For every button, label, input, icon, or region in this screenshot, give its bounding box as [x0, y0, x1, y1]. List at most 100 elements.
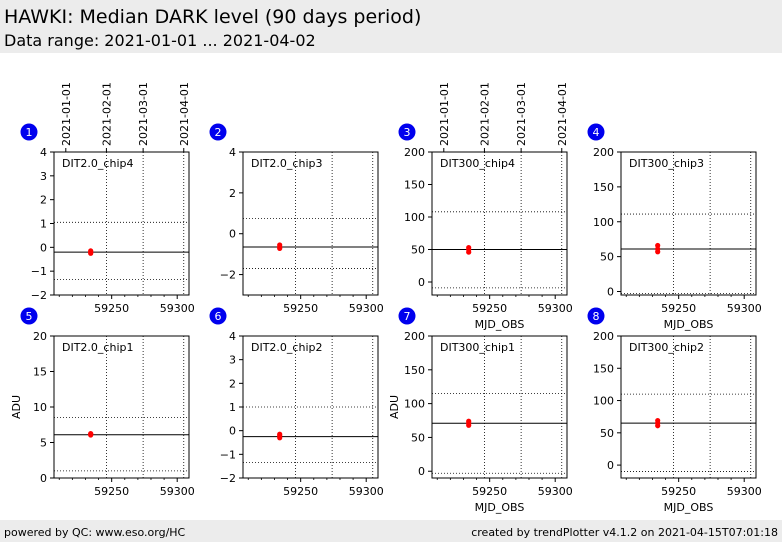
y-tick-label: 1: [229, 401, 236, 414]
page-title: HAWKI: Median DARK level (90 days period…: [4, 6, 422, 28]
footer-credit: powered by QC: www.eso.org/HC: [4, 526, 186, 539]
panel-number: 7: [404, 310, 411, 323]
panel-number-badge: [587, 123, 605, 141]
x-axis-label: MJD_OBS: [664, 501, 714, 514]
y-tick-label: 0: [40, 241, 47, 254]
date-tick-label: 2021-04-01: [556, 82, 569, 146]
y-tick-label: 50: [600, 427, 614, 440]
data-point: [466, 418, 472, 424]
y-tick-label: 0: [229, 425, 236, 438]
y-tick-label: −1: [220, 448, 236, 461]
header-band: HAWKI: Median DARK level (90 days period…: [0, 0, 782, 53]
y-tick-label: 4: [40, 146, 47, 159]
series-label: DIT300_chip4: [440, 157, 515, 170]
date-tick-label: 2021-04-01: [178, 82, 191, 146]
y-tick-label: 20: [33, 330, 47, 343]
date-tick-label: 2021-02-01: [478, 82, 491, 146]
y-tick-label: 150: [593, 181, 614, 194]
data-point: [466, 244, 472, 251]
subplot-3: 3 0 50 100 150 200 59250 59300 DIT300_chip4 MJD_O…: [398, 82, 573, 331]
panel-number-badge: [20, 307, 38, 325]
panel-number: 3: [404, 126, 411, 139]
x-axis-label: MJD_OBS: [475, 501, 525, 514]
subplot-8: 8 0 50 100 150 200 59250 59300 DIT300_chip2 MJD_O…: [587, 307, 762, 514]
y-tick-label: −2: [220, 269, 236, 282]
y-tick-label: 1: [40, 218, 47, 231]
y-axis-label: ADU: [10, 395, 23, 419]
y-tick-label: 100: [593, 216, 614, 229]
y-tick-label: 0: [40, 472, 47, 485]
y-tick-label: 200: [404, 146, 425, 159]
y-tick-label: 10: [33, 401, 47, 414]
plot-frame: [620, 151, 757, 296]
y-tick-label: 2: [229, 377, 236, 390]
y-tick-label: 50: [411, 244, 425, 257]
panel-number: 8: [593, 310, 600, 323]
x-tick-label: 59250: [283, 485, 318, 498]
y-tick-label: 3: [40, 170, 47, 183]
y-tick-label: 15: [33, 366, 47, 379]
series-label: DIT2.0_chip1: [62, 341, 133, 354]
data-point: [277, 435, 283, 441]
y-tick-label: 50: [411, 431, 425, 444]
y-tick-label: 50: [600, 251, 614, 264]
x-tick-label: 59250: [94, 485, 129, 498]
data-point: [277, 245, 283, 252]
y-tick-label: 2: [229, 187, 236, 200]
series-label: DIT300_chip1: [440, 341, 515, 354]
y-tick-label: 150: [593, 362, 614, 375]
subplot-7: 7 0 50 100 150 200 59250 59300 DIT300_chip1 MJD_O…: [388, 307, 573, 514]
x-tick-label: 59300: [727, 302, 762, 315]
panel-number-badge: [20, 123, 38, 141]
y-tick-label: 200: [593, 330, 614, 343]
y-tick-label: 5: [40, 437, 47, 450]
y-tick-label: 200: [593, 146, 614, 159]
panel-number-badge: [587, 307, 605, 325]
date-tick-label: 2021-03-01: [137, 82, 150, 146]
plot-frame: [431, 151, 568, 296]
series-label: DIT300_chip2: [629, 341, 704, 354]
y-tick-label: 4: [229, 330, 236, 343]
panel-number: 1: [26, 126, 33, 139]
panel-number-badge: [398, 307, 416, 325]
x-tick-label: 59250: [661, 302, 696, 315]
x-tick-label: 59250: [283, 302, 318, 315]
series-label: DIT2.0_chip2: [251, 341, 322, 354]
plot-frame: [431, 335, 568, 479]
y-tick-label: 100: [404, 398, 425, 411]
y-axis-label: ADU: [388, 395, 401, 419]
plot-frame: [53, 151, 190, 296]
data-point: [88, 431, 94, 437]
subplot-6: 6 −2 −1 0 1 2 3 4 59250 59300 DIT2.0_chip2: [209, 307, 384, 498]
y-tick-label: 100: [404, 211, 425, 224]
x-tick-label: 59300: [160, 302, 195, 315]
page-subtitle: Data range: 2021-01-01 ... 2021-04-02: [4, 31, 316, 50]
y-tick-label: −1: [31, 265, 47, 278]
x-tick-label: 59300: [727, 485, 762, 498]
panel-number-badge: [209, 123, 227, 141]
subplot-4: 4 0 50 100 150 200 59250 59300 DIT300_chip3 MJD_O…: [587, 123, 762, 331]
data-point: [655, 242, 661, 249]
series-label: DIT2.0_chip4: [62, 157, 133, 170]
y-tick-label: 150: [404, 179, 425, 192]
panel-number-badge: [209, 307, 227, 325]
x-tick-label: 59300: [538, 485, 573, 498]
y-tick-label: 100: [593, 395, 614, 408]
x-tick-label: 59300: [160, 485, 195, 498]
x-tick-label: 59250: [94, 302, 129, 315]
date-tick-label: 2021-01-01: [60, 82, 73, 146]
footer-generator: created by trendPlotter v4.1.2 on 2021-0…: [471, 526, 778, 539]
data-point: [655, 417, 661, 424]
y-tick-label: 2: [40, 194, 47, 207]
subplot-5: 5 0 5 10 15 20 59250 59300 DIT2.0_chip1 ADU: [10, 307, 195, 498]
date-tick-label: 2021-02-01: [100, 82, 113, 146]
x-axis-label: MJD_OBS: [475, 318, 525, 331]
panel-number: 2: [215, 126, 222, 139]
plot-frame: [53, 335, 190, 479]
panel-number-badge: [398, 123, 416, 141]
y-tick-label: −2: [220, 472, 236, 485]
y-tick-label: 0: [418, 276, 425, 289]
series-label: DIT2.0_chip3: [251, 157, 322, 170]
